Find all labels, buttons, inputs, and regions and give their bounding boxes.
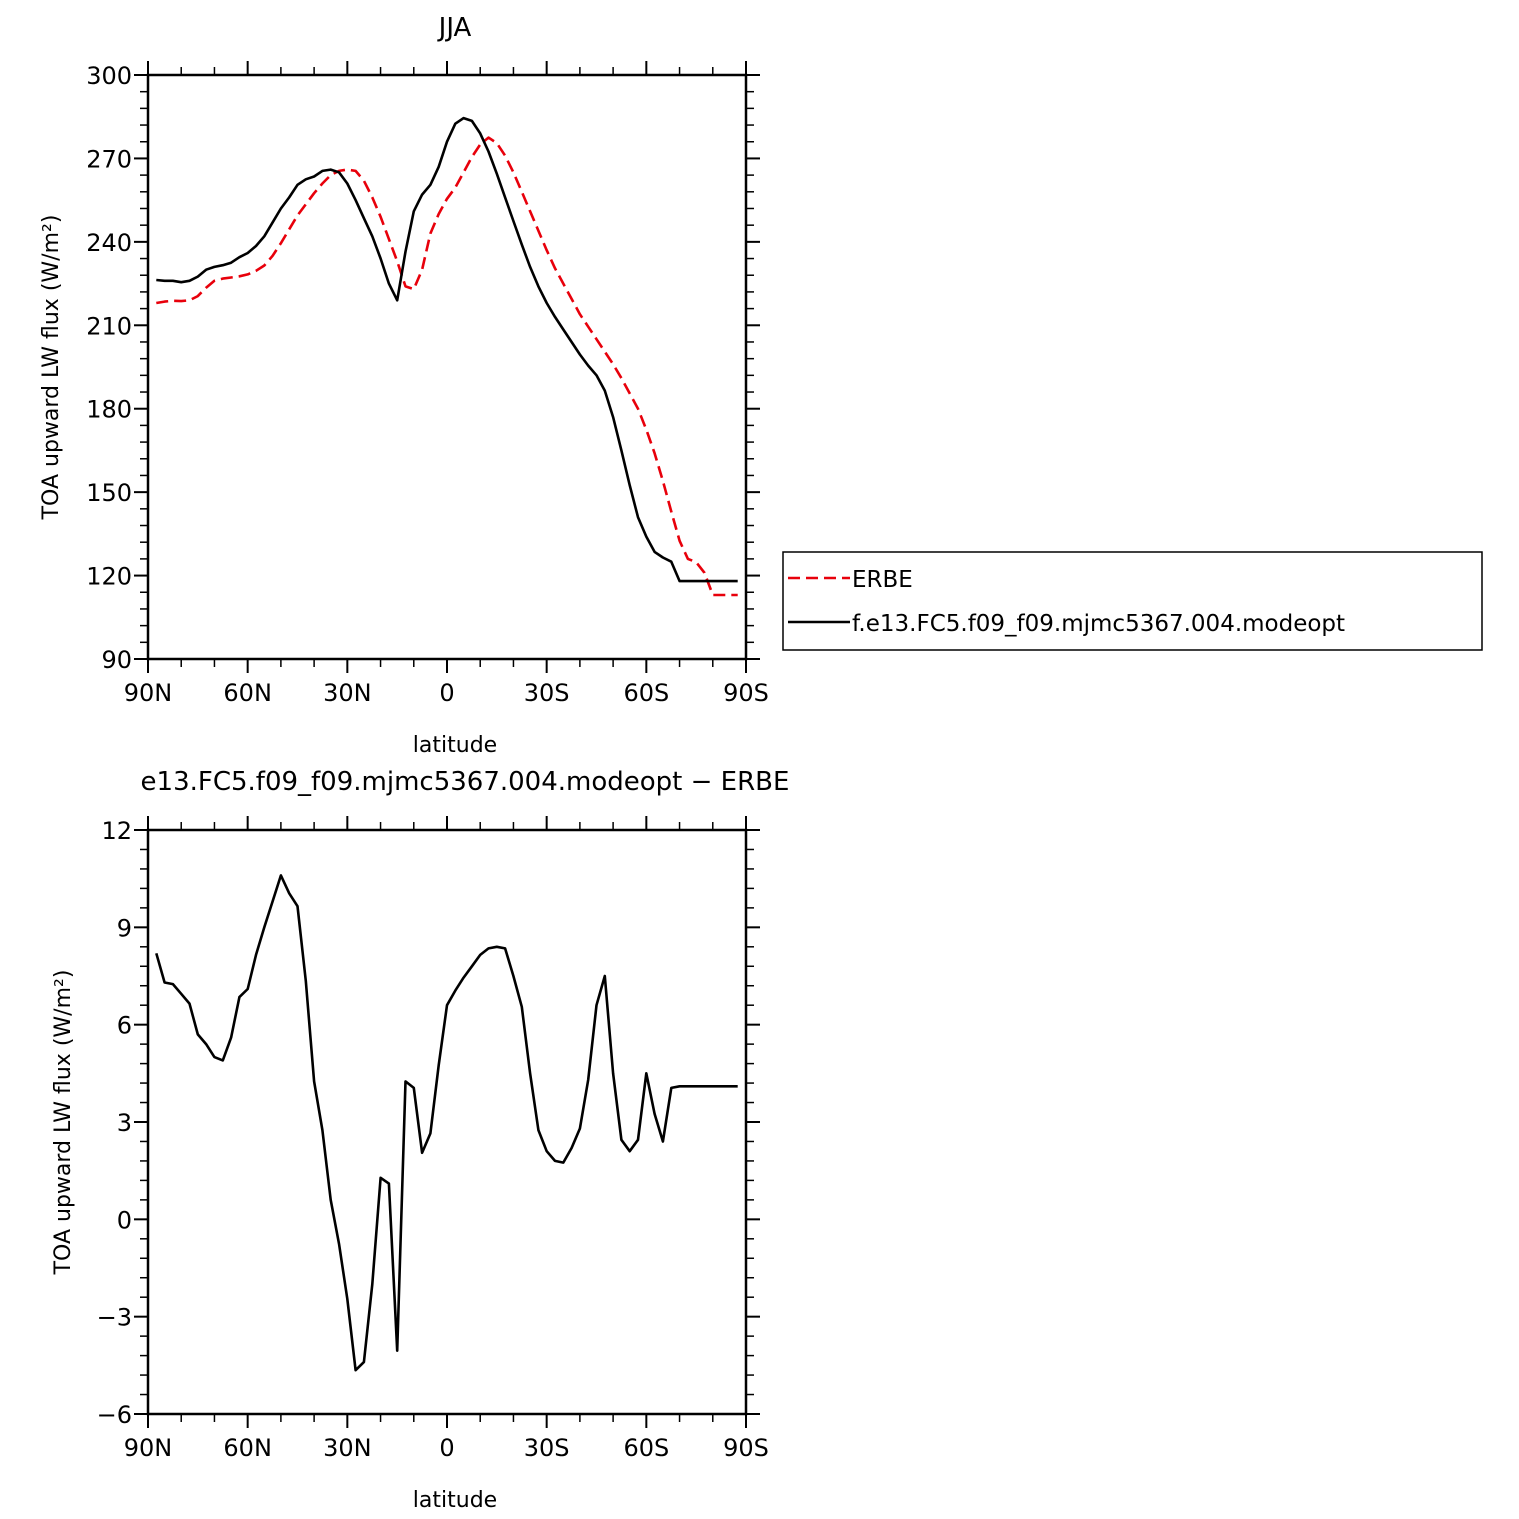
top-series-line-0 — [156, 136, 738, 597]
top-y-tick-label: 180 — [86, 396, 132, 424]
top-y-tick-label: 210 — [86, 312, 132, 340]
bottom-y-tick-label: 3 — [117, 1109, 132, 1137]
bottom-y-tick-label: 6 — [117, 1012, 132, 1040]
top-y-tick-label: 240 — [86, 229, 132, 257]
bottom-y-tick-label: 0 — [117, 1206, 132, 1234]
legend-label-erbe: ERBE — [852, 567, 913, 593]
top-x-tick-label: 60S — [623, 679, 669, 707]
bottom-x-tick-label: 90S — [723, 1434, 769, 1462]
top-plot-frame — [146, 73, 748, 661]
bottom-y-tick-label: 9 — [117, 914, 132, 942]
top-series-line-1 — [156, 116, 738, 583]
top-x-tick-label: 90N — [124, 679, 173, 707]
bottom-plot-title: e13.FC5.f09_f09.mjmc5367.004.modeopt − E… — [141, 767, 790, 797]
top-x-tick-label: 60N — [223, 679, 272, 707]
top-x-axis-label: latitude — [413, 733, 497, 758]
bottom-y-axis-label: TOA upward LW flux (W/m²) — [51, 970, 76, 1276]
legend-label-model: f.e13.FC5.f09_f09.mjmc5367.004.modeopt — [852, 611, 1345, 637]
legend-box — [782, 551, 1483, 651]
top-plot-title: JJA — [437, 13, 472, 43]
top-x-tick-label: 30S — [524, 679, 570, 707]
top-x-tick-label: 90S — [723, 679, 769, 707]
top-x-tick-label: 0 — [439, 679, 454, 707]
bottom-x-tick-label: 30S — [524, 1434, 570, 1462]
bottom-axis-ticks: 90N 60N 30N 0 30S 60S 90S −6 −3 0 3 6 9 12 — [97, 816, 769, 1462]
bottom-x-tick-label: 30N — [323, 1434, 372, 1462]
bottom-x-tick-label: 60S — [623, 1434, 669, 1462]
bottom-series-line-0 — [155, 874, 738, 1372]
bottom-x-axis-label: latitude — [413, 1488, 497, 1513]
top-y-tick-label: 90 — [101, 646, 132, 674]
legend: ERBE f.e13.FC5.f09_f09.mjmc5367.004.mode… — [782, 551, 1483, 651]
bottom-x-tick-label: 90N — [124, 1434, 173, 1462]
bottom-y-tick-label: −6 — [97, 1401, 132, 1429]
top-y-tick-label: 120 — [86, 563, 132, 591]
panel-bottom: e13.FC5.f09_f09.mjmc5367.004.modeopt − E… — [51, 767, 789, 1513]
bottom-x-tick-label: 60N — [223, 1434, 272, 1462]
top-series-lines — [156, 116, 738, 597]
top-y-tick-label: 150 — [86, 479, 132, 507]
top-x-tick-label: 30N — [323, 679, 372, 707]
top-y-tick-label: 300 — [86, 62, 132, 90]
bottom-series-lines — [155, 874, 738, 1372]
panel-top: JJA 90N 60N 30N 0 30S 60S 90S 90 120 150 180 210 240… — [39, 13, 769, 758]
bottom-y-tick-label: 12 — [101, 817, 132, 845]
bottom-plot-frame — [146, 828, 748, 1416]
top-axis-ticks: 90N 60N 30N 0 30S 60S 90S 90 120 150 180 210 240 270 3… — [86, 61, 769, 707]
bottom-y-tick-label: −3 — [97, 1304, 132, 1332]
top-y-tick-label: 270 — [86, 145, 132, 173]
top-y-axis-label: TOA upward LW flux (W/m²) — [39, 215, 64, 521]
bottom-x-tick-label: 0 — [439, 1434, 454, 1462]
